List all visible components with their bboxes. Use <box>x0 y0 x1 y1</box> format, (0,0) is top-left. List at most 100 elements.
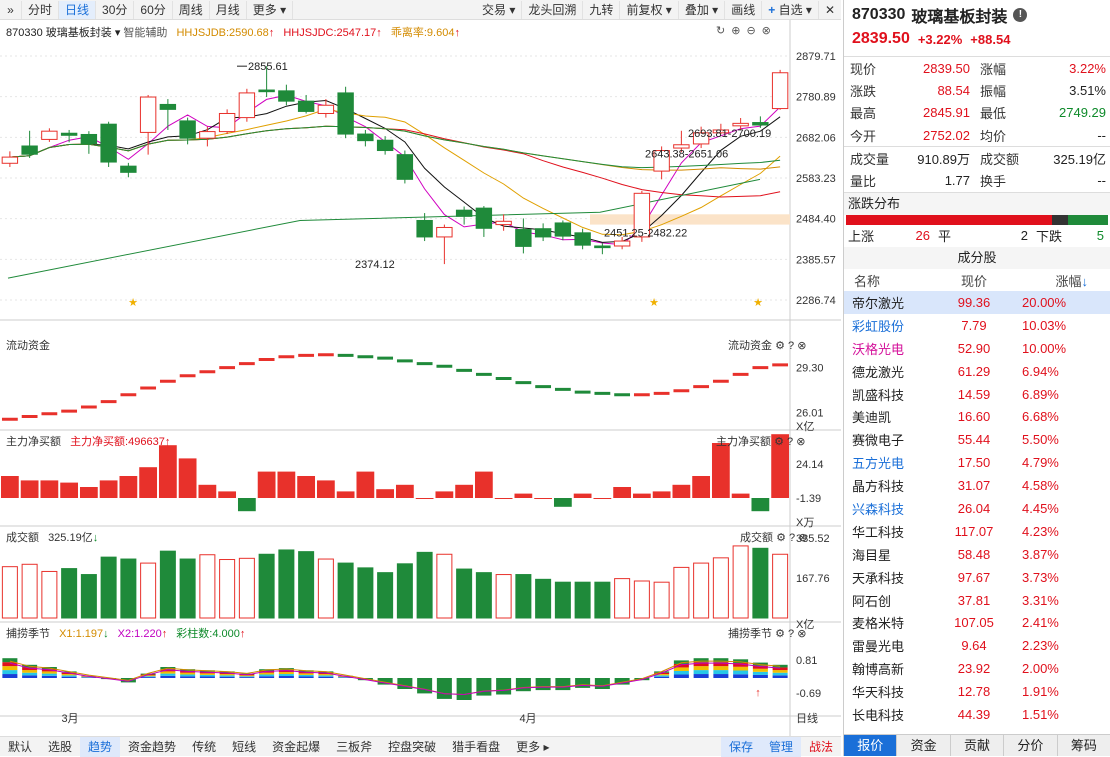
header-name[interactable]: 名称 <box>844 271 934 290</box>
tab-more[interactable]: 更多 ▾ <box>247 1 293 19</box>
tab-price-dist[interactable]: 分价 <box>1004 735 1057 756</box>
trade-button[interactable]: 交易 ▾ <box>476 1 522 19</box>
close-panel-icon[interactable]: ⊗ <box>762 25 777 37</box>
gear-icon[interactable]: ⚙ <box>774 436 784 448</box>
save-button[interactable]: 保存 <box>721 737 761 757</box>
turnover-bar <box>22 564 37 618</box>
stock-pct: 4.23% <box>1014 524 1104 539</box>
turnover-bar <box>496 575 511 618</box>
tab-trend[interactable]: 趋势 <box>80 737 120 757</box>
help-icon[interactable]: ? <box>789 532 795 544</box>
quote-label: 成交量 <box>844 149 900 168</box>
stock-pct: 20.00% <box>1014 295 1104 310</box>
draw-button[interactable]: 画线 <box>725 1 762 19</box>
tab-chips[interactable]: 筹码 <box>1058 735 1110 756</box>
tab-weekly[interactable]: 周线 <box>173 1 210 19</box>
stock-price: 12.78 <box>934 684 1014 699</box>
tab-fund-trend[interactable]: 资金趋势 <box>120 737 184 757</box>
help-icon[interactable]: ? <box>788 340 794 352</box>
candle-body <box>753 123 768 125</box>
tab-short-term[interactable]: 短线 <box>224 737 264 757</box>
y-tick-label: 24.14 <box>796 459 824 471</box>
gear-icon[interactable]: ⚙ <box>775 628 785 640</box>
tab-three-axes[interactable]: 三板斧 <box>328 737 380 757</box>
kline-title: 870330 玻璃基板封装 <box>6 27 112 39</box>
header-price[interactable]: 现价 <box>934 271 1014 290</box>
price-header: 2839.50 +3.22% +88.54 <box>844 26 1110 52</box>
watchlist-button[interactable]: + 自选 ▾ <box>762 1 819 19</box>
stock-name: 翰博高新 <box>844 659 934 678</box>
smart-aux[interactable]: 智能辅助 <box>123 27 167 39</box>
gear-icon[interactable]: ⚙ <box>775 340 785 352</box>
turnover-bar <box>121 559 136 618</box>
zoom-in-icon[interactable]: ⊕ <box>731 25 746 37</box>
strategy-button[interactable]: 战法 <box>801 737 841 757</box>
tab-30min[interactable]: 30分 <box>96 1 134 19</box>
tab-default[interactable]: 默认 <box>0 737 40 757</box>
gear-icon[interactable]: ⚙ <box>776 532 786 544</box>
y-tick-label: 26.01 <box>796 407 824 419</box>
nine-turn-button[interactable]: 九转 <box>583 1 620 19</box>
tab-monthly[interactable]: 月线 <box>210 1 247 19</box>
tab-control-breakout[interactable]: 控盘突破 <box>380 737 444 757</box>
tab-intraday[interactable]: 分时 <box>22 1 59 19</box>
help-icon[interactable]: ? <box>787 436 793 448</box>
tab-funds[interactable]: 资金 <box>897 735 950 756</box>
dropdown-icon[interactable]: ▾ <box>112 27 124 39</box>
season-bar-segment <box>200 675 215 677</box>
close-icon[interactable]: ✕ <box>819 1 841 19</box>
close-icon[interactable]: ⊗ <box>797 340 806 352</box>
close-icon[interactable]: ⊗ <box>797 628 806 640</box>
tab-hunter[interactable]: 猎手看盘 <box>444 737 508 757</box>
season-title-right: 捕捞季节 ⚙ ? ⊗ <box>728 625 806 641</box>
zoom-out-icon[interactable]: ⊖ <box>746 25 761 37</box>
manage-button[interactable]: 管理 <box>761 737 801 757</box>
stock-pct: 6.68% <box>1014 409 1104 424</box>
tab-traditional[interactable]: 传统 <box>184 737 224 757</box>
close-icon[interactable]: ⊗ <box>796 436 805 448</box>
quote-label: 涨幅 <box>976 59 1036 78</box>
overlay-button[interactable]: 叠加 ▾ <box>679 1 725 19</box>
help-icon[interactable]: ? <box>788 628 794 640</box>
net-bar <box>712 443 730 498</box>
tab-fund-burst[interactable]: 资金起爆 <box>264 737 328 757</box>
tab-60min[interactable]: 60分 <box>134 1 172 19</box>
adjust-button[interactable]: 前复权 ▾ <box>620 1 678 19</box>
tab-daily[interactable]: 日线 <box>59 1 96 19</box>
collapse-icon[interactable]: » <box>0 1 22 19</box>
season-bar-segment <box>773 670 788 673</box>
net-bar <box>435 491 453 498</box>
close-icon[interactable]: ⊗ <box>798 532 807 544</box>
tab-select-stock[interactable]: 选股 <box>40 737 80 757</box>
info-icon[interactable]: ! <box>1013 8 1027 22</box>
header-pct[interactable]: 涨幅↓ <box>1014 271 1104 290</box>
up-arrow-icon: ↑ <box>376 27 382 39</box>
tab-more[interactable]: 更多 ▸ <box>508 737 557 757</box>
stock-name: 美迪凯 <box>844 407 934 426</box>
leader-replay-button[interactable]: 龙头回溯 <box>522 1 583 19</box>
tab-quote[interactable]: 报价 <box>844 735 897 756</box>
turnover-bar <box>753 548 768 618</box>
tab-contrib[interactable]: 贡献 <box>951 735 1004 756</box>
refresh-icon[interactable]: ↻ <box>716 25 731 37</box>
net-bar <box>60 483 78 498</box>
